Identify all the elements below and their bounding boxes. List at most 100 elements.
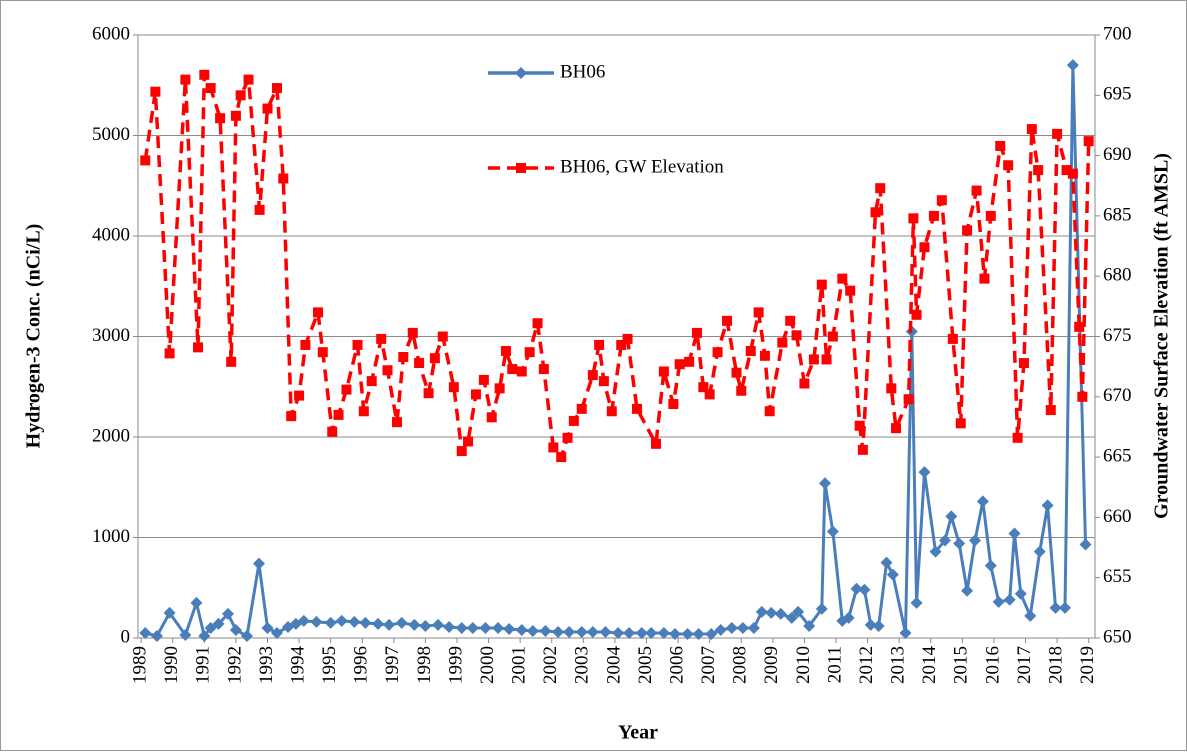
point — [891, 423, 902, 434]
point — [190, 596, 203, 609]
x-tick-label: 2006 — [666, 646, 687, 684]
point — [632, 403, 643, 414]
point — [366, 376, 377, 387]
point — [857, 444, 868, 455]
point — [692, 627, 705, 640]
point — [563, 625, 576, 638]
point — [524, 347, 535, 358]
x-tick-label: 1995 — [319, 646, 340, 684]
point — [335, 614, 348, 627]
point — [623, 626, 636, 639]
point — [414, 358, 425, 369]
x-tick-label: 2008 — [730, 646, 751, 684]
point — [938, 534, 951, 547]
point — [1077, 391, 1088, 402]
point — [668, 627, 681, 640]
point — [215, 113, 226, 124]
y2-tick-label: 655 — [1103, 566, 1132, 587]
point — [880, 556, 893, 569]
point — [437, 331, 448, 342]
point — [456, 446, 467, 457]
point — [358, 406, 369, 417]
point — [1018, 358, 1029, 369]
point — [532, 318, 543, 329]
x-tick-label: 2012 — [856, 646, 877, 684]
point — [759, 350, 770, 361]
point — [140, 155, 151, 166]
point — [568, 415, 579, 426]
point — [539, 624, 552, 637]
point — [622, 333, 633, 344]
plot-border — [137, 34, 1096, 639]
point — [150, 629, 163, 642]
point — [616, 339, 627, 350]
point — [327, 426, 338, 437]
point — [692, 327, 703, 338]
y-axis-title: Hydrogen-3 Conc. (nCi/L) — [23, 224, 45, 449]
point — [968, 534, 981, 547]
point — [791, 330, 802, 341]
point — [774, 607, 787, 620]
point — [736, 621, 749, 634]
point — [1067, 168, 1078, 179]
point — [594, 339, 605, 350]
y-tick-label: 0 — [121, 626, 131, 647]
x-tick-label: 1990 — [161, 646, 182, 684]
y-tick-label: 3000 — [92, 325, 130, 346]
point — [1061, 165, 1072, 176]
x-tick-label: 1996 — [351, 646, 372, 684]
point — [962, 225, 973, 236]
point — [286, 411, 297, 422]
x-tick-label: 2010 — [793, 646, 814, 684]
point — [205, 83, 216, 94]
x-tick-label: 2002 — [540, 646, 561, 684]
point — [1066, 59, 1079, 72]
point — [516, 366, 527, 377]
point — [271, 83, 282, 94]
point — [164, 348, 175, 359]
point — [753, 307, 764, 318]
x-tick-label: 2016 — [982, 646, 1003, 684]
point — [324, 616, 337, 629]
point — [850, 582, 863, 595]
point — [845, 285, 856, 296]
point — [1074, 321, 1085, 332]
x-tick-label: 2001 — [509, 646, 530, 684]
point — [407, 327, 418, 338]
point — [945, 510, 958, 523]
point — [507, 364, 518, 375]
y-tick-label: 1000 — [92, 526, 130, 547]
x-tick-label: 2000 — [477, 646, 498, 684]
point — [992, 595, 1005, 608]
point — [382, 365, 393, 376]
point — [1033, 545, 1046, 558]
point — [854, 420, 865, 431]
point — [818, 477, 831, 490]
point — [910, 596, 923, 609]
x-axis-title: Year — [618, 722, 658, 744]
point — [310, 615, 323, 628]
point — [722, 315, 733, 326]
point — [864, 618, 877, 631]
point — [908, 213, 919, 224]
y2-tick-label: 695 — [1103, 84, 1132, 105]
point — [837, 273, 848, 284]
point — [929, 545, 942, 558]
point — [725, 621, 738, 634]
point — [262, 103, 273, 114]
point — [1083, 136, 1094, 147]
y2-tick-label: 670 — [1103, 385, 1132, 406]
point — [163, 606, 176, 619]
point — [193, 342, 204, 353]
point — [229, 623, 242, 636]
point — [979, 273, 990, 284]
point — [429, 353, 440, 364]
x-tick-label: 2004 — [603, 646, 624, 685]
point — [486, 412, 497, 423]
point — [352, 339, 363, 350]
point — [548, 442, 559, 453]
x-tick-label: 2013 — [888, 646, 909, 684]
x-tick-label: 2007 — [698, 646, 719, 684]
point — [359, 616, 372, 629]
